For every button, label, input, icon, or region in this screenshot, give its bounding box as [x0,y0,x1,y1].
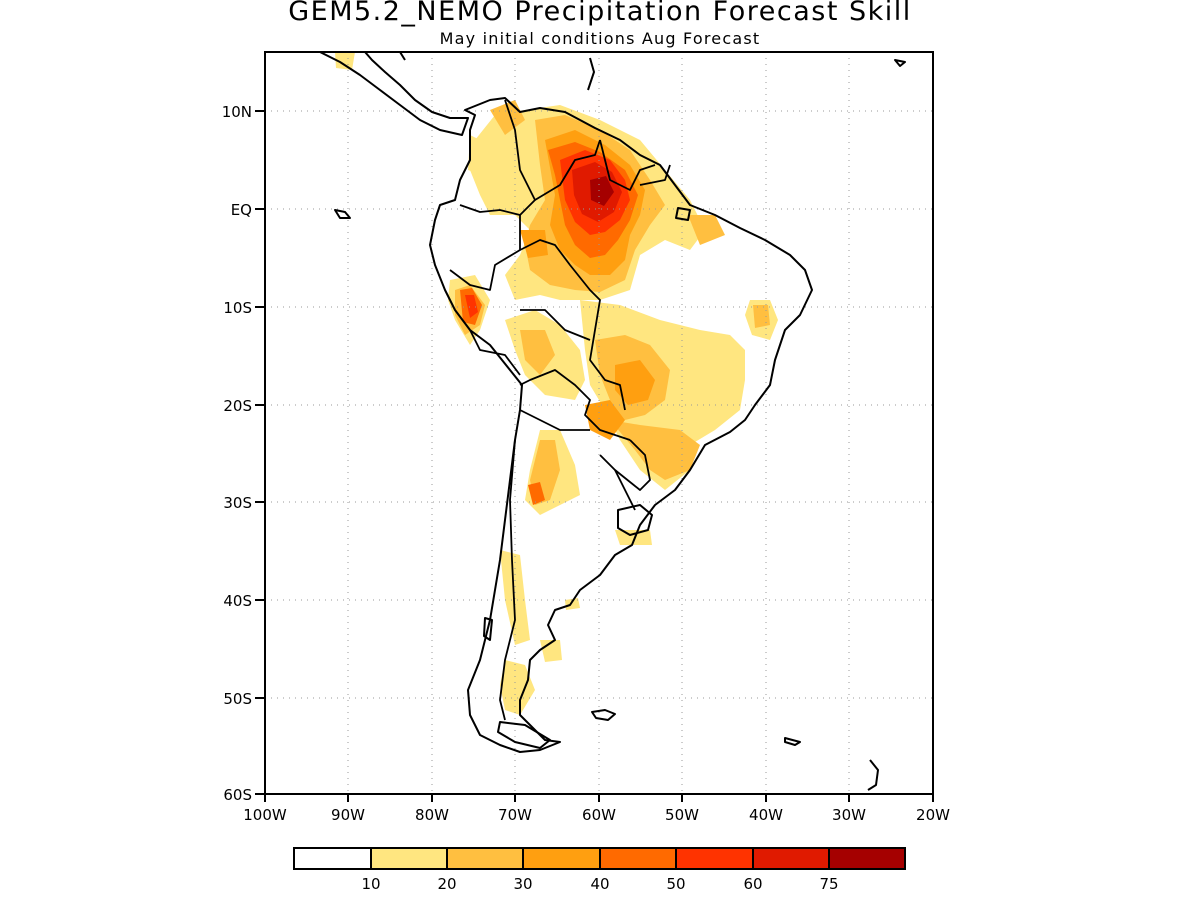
x-tick-label: 30W [832,806,866,824]
colorbar-label: 10 [361,875,380,893]
skill-level-75 [590,176,614,206]
colorbar-swatch [600,848,676,869]
y-tick-labels: 10N EQ 10S 20S 30S 40S 50S 60S [222,103,252,804]
y-tick-label: 60S [223,786,252,804]
gridlines [265,52,933,794]
falkland-islands [591,709,616,721]
colorbar-label: 40 [590,875,609,893]
x-tick-labels: 100W 90W 80W 70W 60W 50W 40W 30W 20W [243,806,950,824]
x-tick-label: 40W [749,806,783,824]
galapagos [334,209,351,219]
central-america-coastline [319,52,469,136]
colorbar-swatch [753,848,829,869]
south-america-coastline [429,97,813,753]
south-atlantic-islands [867,759,879,791]
south-georgia [784,737,801,746]
country-borders [449,99,671,721]
chiloe-island [483,617,493,641]
x-tick-label: 70W [498,806,532,824]
colorbar-swatch [294,848,371,869]
marajo-island [675,207,691,221]
colorbar-swatch [829,848,905,869]
x-tick-label: 50W [665,806,699,824]
colorbar: 10 20 30 40 50 60 75 [293,847,906,893]
colorbar-label: 30 [513,875,532,893]
y-tick-label: 10S [223,299,252,317]
colorbar-swatch [523,848,600,869]
skill-shading [335,52,778,715]
caribbean-coast [399,52,595,91]
uruguay-coast [617,504,653,536]
northeast-islands [894,59,906,67]
x-tick-label: 60W [582,806,616,824]
colorbar-label: 50 [666,875,685,893]
tierra-del-fuego [497,721,551,749]
colorbar-swatch [371,848,447,869]
y-tick-label: EQ [231,201,252,219]
map-subtitle: May initial conditions Aug Forecast [439,29,761,48]
colorbar-label: 75 [819,875,838,893]
y-tick-label: 30S [223,494,252,512]
x-tick-label: 80W [415,806,449,824]
y-tick-label: 10N [222,103,252,121]
x-tick-label: 20W [916,806,950,824]
x-tick-label: 90W [331,806,365,824]
coastlines [319,52,906,791]
colorbar-label: 20 [437,875,456,893]
colorbar-swatch [676,848,753,869]
colorbar-swatch [447,848,523,869]
x-tick-label: 100W [243,806,287,824]
axis-ticks [255,110,934,802]
y-tick-label: 50S [223,690,252,708]
map-title: GEM5.2_NEMO Precipitation Forecast Skill [288,0,912,27]
y-tick-label: 20S [223,397,252,415]
colorbar-label: 60 [743,875,762,893]
y-tick-label: 40S [223,592,252,610]
